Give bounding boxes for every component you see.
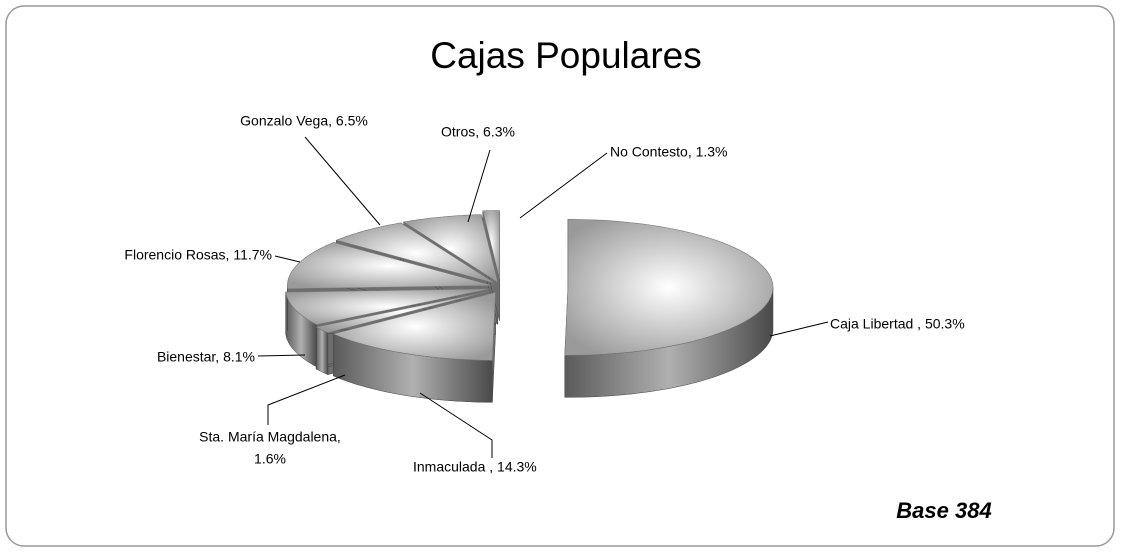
data-label: Caja Libertad , 50.3% (830, 316, 965, 332)
slice (287, 242, 493, 290)
slice (285, 288, 491, 326)
chart-title: Cajas Populares (430, 35, 701, 76)
leader-line (257, 354, 306, 357)
slice (314, 290, 491, 334)
leader-line (304, 136, 381, 226)
slice (332, 291, 496, 361)
data-label: 1.6% (254, 451, 286, 467)
data-label: Inmaculada , 14.3% (413, 459, 537, 475)
leader-line (519, 152, 608, 219)
leader-line (467, 149, 491, 223)
data-label: Florencio Rosas, 11.7% (124, 247, 272, 263)
leader-line (419, 392, 493, 458)
slice (402, 214, 499, 284)
slice (335, 222, 496, 284)
frame (5, 5, 1115, 547)
leader-line (267, 374, 346, 425)
annotation: Base 384 (896, 498, 991, 523)
data-label: Gonzalo Vega, 6.5% (240, 113, 368, 129)
data-label: Otros, 6.3% (441, 124, 515, 140)
data-label: Bienestar, 8.1% (157, 349, 255, 365)
data-label: No Contesto, 1.3% (610, 144, 728, 160)
slice-side (315, 326, 329, 376)
slice (564, 218, 774, 356)
data-label: Sta. María Magdalena, (199, 429, 341, 445)
leader-line (769, 321, 829, 337)
slice (482, 210, 500, 279)
leader-line (274, 255, 301, 263)
